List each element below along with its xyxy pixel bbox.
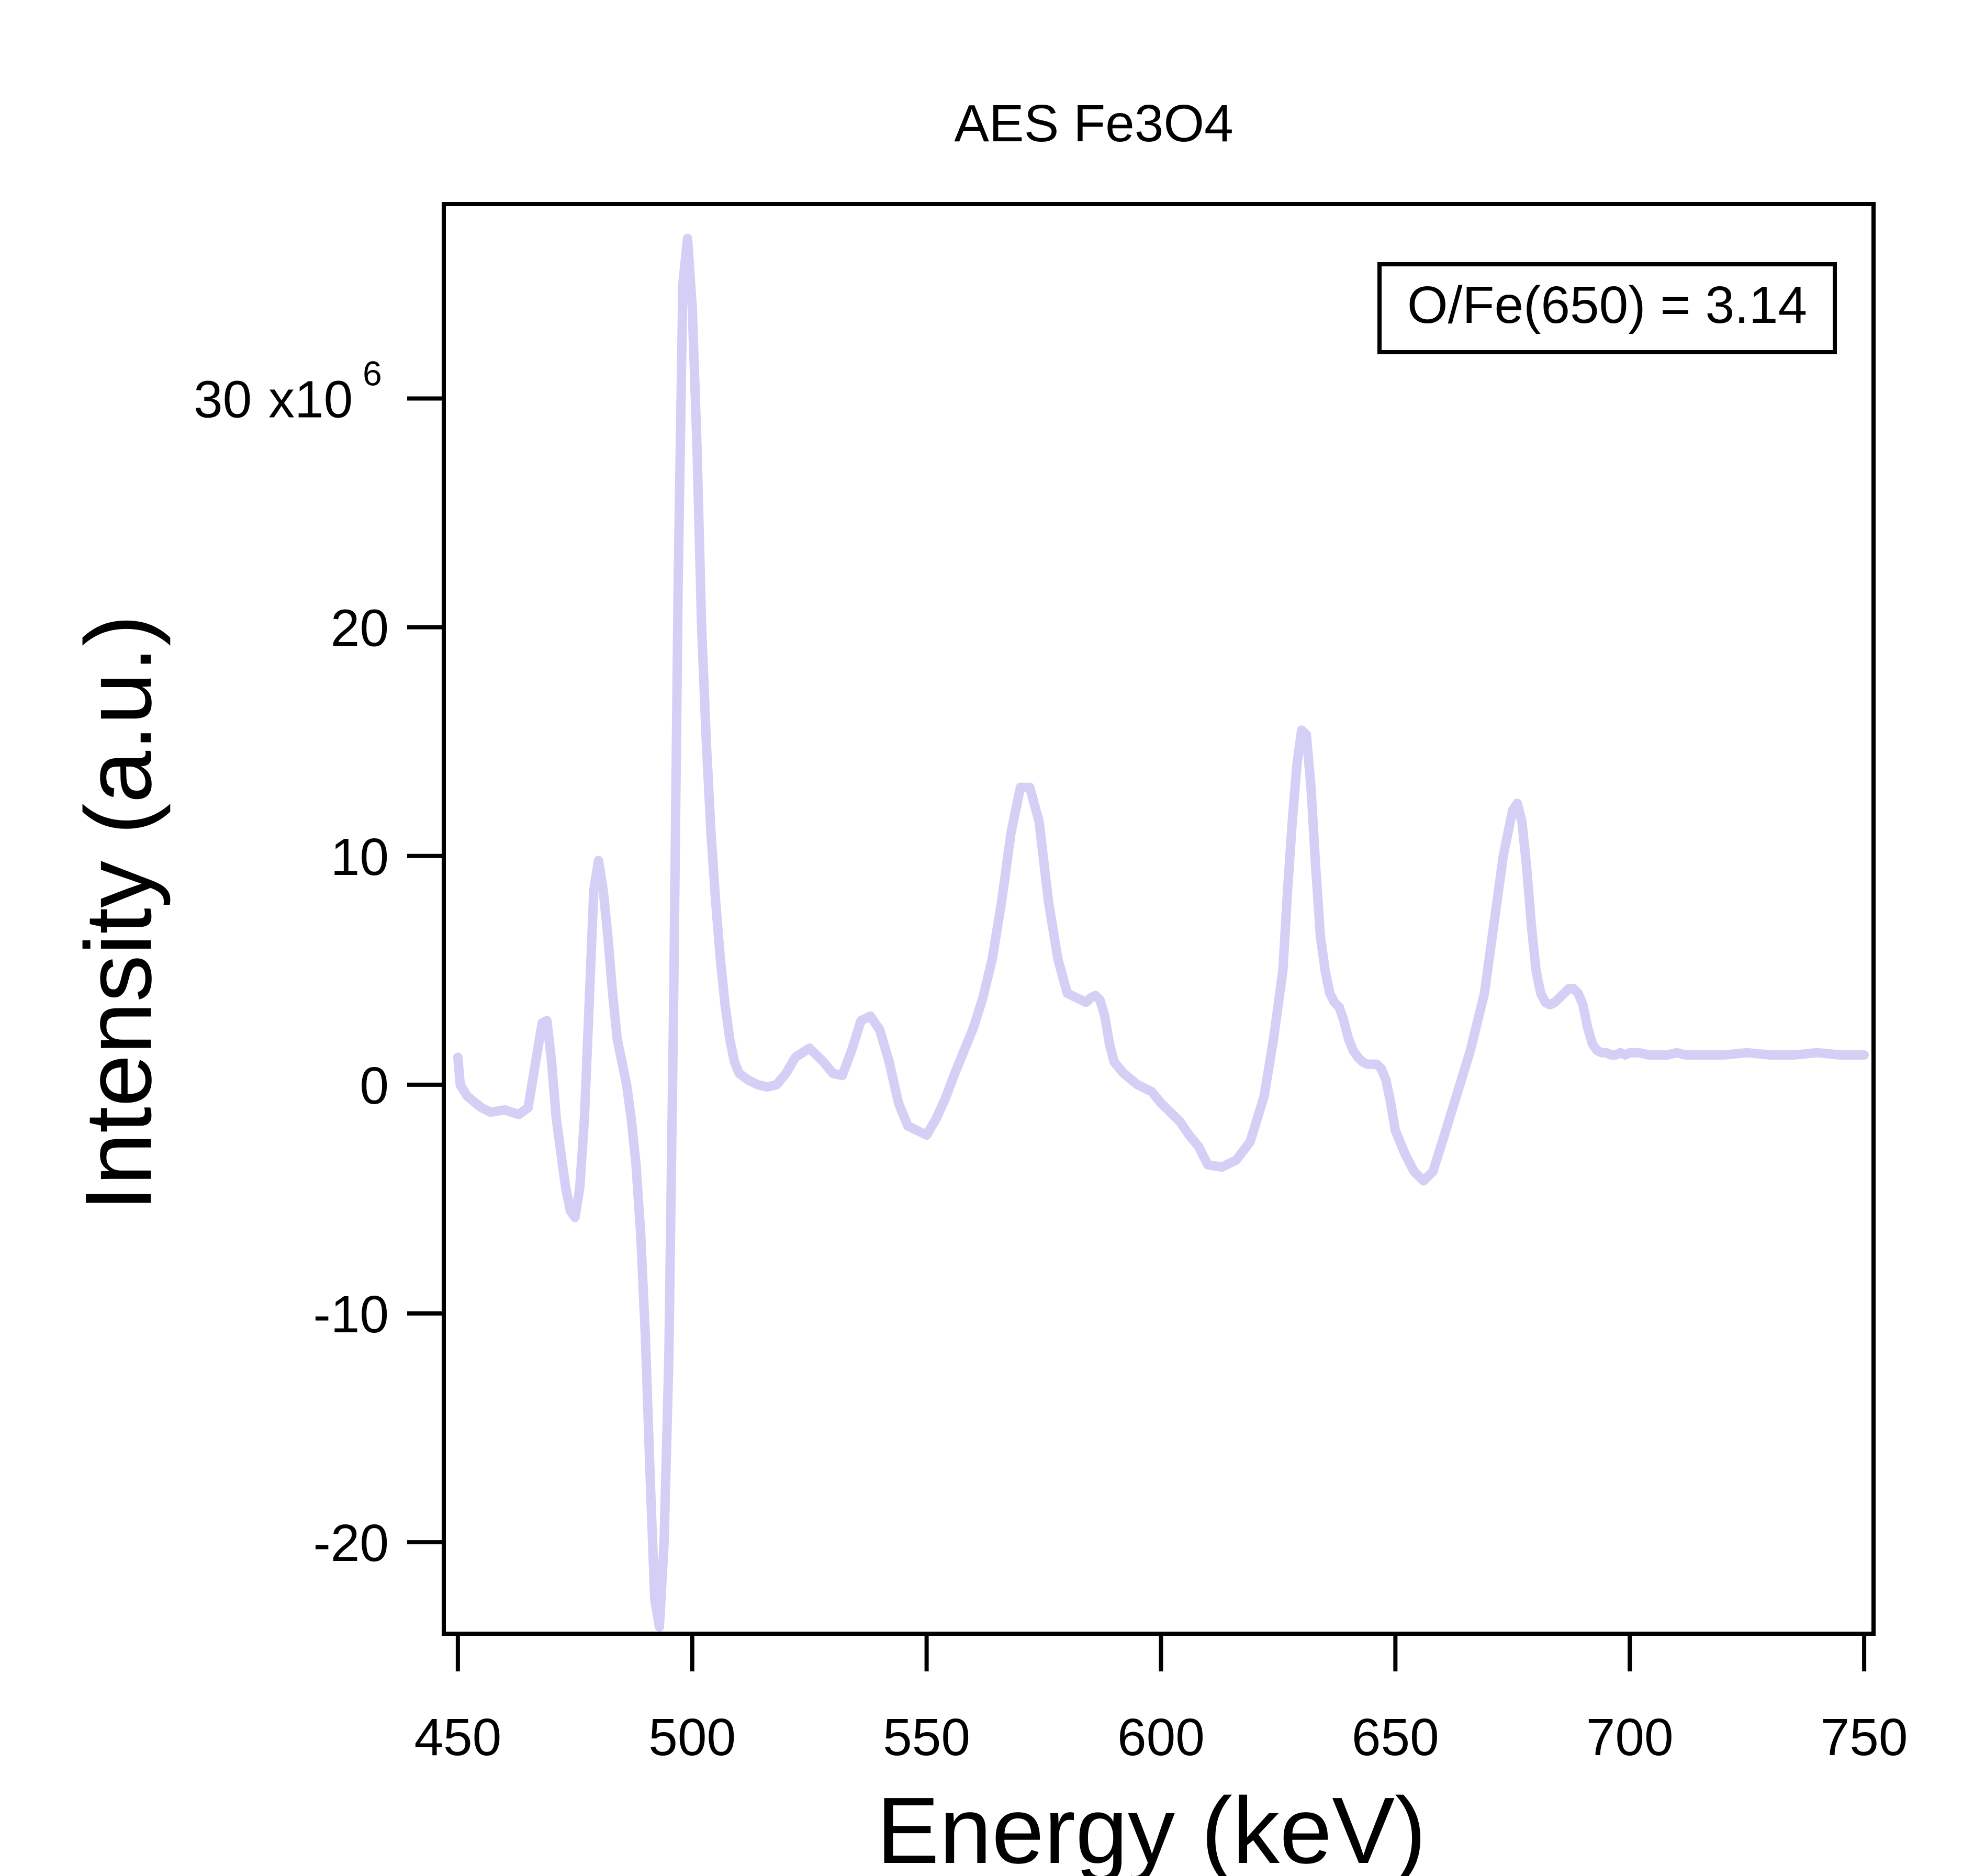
x-tick-label: 600 (1117, 1708, 1205, 1767)
x-axis: 450 500 550 600 650 700 750 (414, 1634, 1908, 1767)
y-multiplier: x10 (268, 370, 353, 429)
annotation-frame (1377, 262, 1837, 354)
y-tick-label: -20 (313, 1514, 389, 1572)
x-axis-label: Energy (keV) (877, 1778, 1426, 1876)
x-tick-label: 750 (1821, 1708, 1908, 1767)
x-tick-label: 450 (414, 1708, 501, 1767)
x-tick-label: 500 (648, 1708, 736, 1767)
x-tick-label: 700 (1586, 1708, 1674, 1767)
y-axis: -20 -10 0 10 20 30 x10 6 (194, 354, 444, 1572)
series-line (453, 233, 1869, 1632)
y-tick-label: 20 (331, 599, 389, 658)
plot-frame (442, 202, 1876, 1636)
y-axis-label: Intensity (a.u.) (66, 615, 171, 1211)
x-tick-label: 550 (883, 1708, 970, 1767)
y-tick-label: -10 (313, 1285, 389, 1344)
y-tick-label: 30 (194, 370, 252, 429)
y-tick-label: 0 (360, 1057, 389, 1115)
annotation-box: O/Fe(650) = 3.14 (1377, 262, 1837, 354)
y-tick-label: 10 (331, 828, 389, 886)
annotation-text: O/Fe(650) = 3.14 (1407, 276, 1807, 334)
x-tick-label: 650 (1352, 1708, 1439, 1767)
y-multiplier-exponent: 6 (363, 354, 382, 393)
chart-title: AES Fe3O4 (954, 94, 1233, 153)
